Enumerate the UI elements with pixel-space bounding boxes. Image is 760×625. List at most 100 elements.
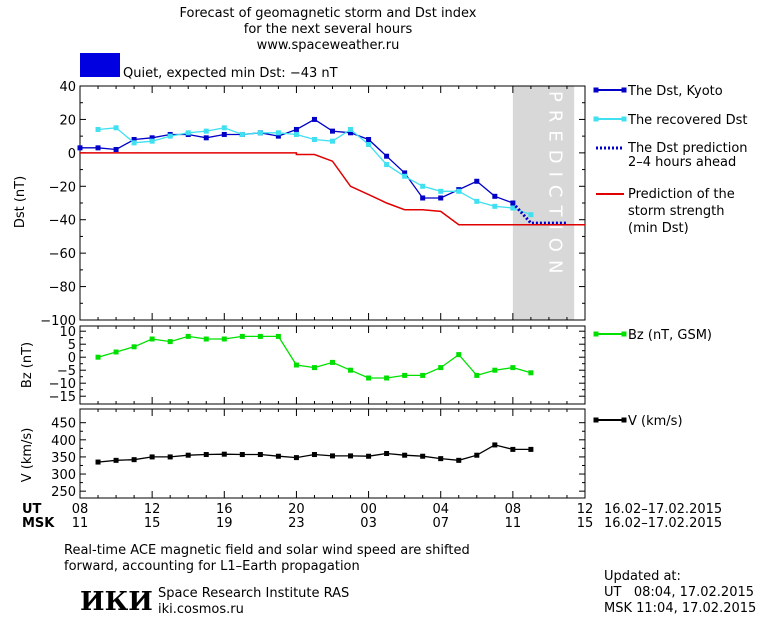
y-tick-label: 400	[51, 434, 76, 449]
ut-tick-label: 12	[577, 502, 594, 517]
ut-date-range: 16.02–17.02.2015	[604, 502, 722, 517]
msk-tick-label: 11	[505, 516, 522, 531]
data-point	[492, 442, 498, 448]
data-point	[474, 198, 480, 204]
data-point	[420, 453, 426, 459]
status-text: Quiet, expected min Dst: −43 nT	[123, 66, 338, 81]
data-point	[330, 138, 335, 144]
data-point	[149, 336, 155, 342]
data-point	[420, 372, 426, 378]
chart-subtitle: for the next several hours	[244, 22, 413, 37]
data-point	[113, 125, 119, 131]
panel-frame	[79, 325, 586, 405]
data-point	[492, 203, 498, 209]
data-point	[113, 457, 119, 463]
ut-tick-label: 12	[144, 502, 161, 517]
data-point	[330, 128, 335, 134]
data-point	[456, 457, 462, 463]
data-point	[348, 130, 354, 136]
data-point	[311, 452, 317, 458]
data-point	[474, 372, 480, 378]
footer-note-1: Real-time ACE magnetic field and solar w…	[64, 543, 470, 558]
y-tick-label: 40	[59, 80, 76, 95]
data-point	[438, 195, 444, 201]
legend-prediction-2: 2–4 hours ahead	[628, 155, 736, 170]
data-point	[203, 452, 209, 458]
data-point	[149, 135, 155, 141]
series-line	[97, 335, 532, 379]
data-point	[492, 367, 498, 373]
legend-marker	[621, 116, 627, 122]
data-point	[185, 333, 191, 339]
data-point	[528, 212, 534, 218]
legend-recovered: The recovered Dst	[627, 113, 747, 128]
ut-tick-label: 08	[505, 502, 522, 517]
data-point	[438, 456, 444, 462]
data-point	[167, 339, 173, 345]
y-tick-label: 0	[68, 351, 76, 366]
data-point	[420, 183, 426, 189]
data-point	[113, 147, 119, 153]
data-point	[384, 451, 390, 456]
y-tick-label: 0	[68, 147, 76, 162]
prediction-band	[512, 86, 575, 320]
data-point	[330, 359, 335, 365]
data-point	[221, 131, 227, 137]
bz-axis-label: Bz (nT)	[20, 342, 35, 388]
data-point	[131, 457, 137, 463]
site-url: www.spaceweather.ru	[257, 38, 400, 53]
institute-url[interactable]: iki.cosmos.ru	[158, 602, 244, 617]
y-tick-label: 300	[51, 468, 76, 483]
y-tick-label: −5	[57, 364, 76, 379]
msk-tick-label: 03	[360, 516, 377, 531]
msk-tick-label: 07	[432, 516, 449, 531]
y-tick-label: 10	[59, 325, 76, 340]
legend-storm-3: (min Dst)	[628, 221, 689, 236]
updated-label: Updated at:	[604, 569, 681, 584]
data-point	[203, 135, 209, 141]
data-point	[402, 452, 408, 458]
legend-marker	[593, 87, 599, 93]
data-point	[239, 131, 245, 137]
data-point	[95, 354, 101, 360]
data-point	[95, 126, 101, 132]
data-point	[311, 116, 317, 122]
data-point	[221, 451, 227, 457]
data-point	[420, 195, 426, 201]
legend-marker	[593, 116, 599, 122]
data-point	[510, 365, 516, 371]
legend-marker	[621, 87, 627, 93]
data-point	[95, 459, 101, 465]
y-tick-label: 450	[51, 417, 76, 432]
ut-label: UT	[22, 502, 42, 517]
data-point	[510, 205, 516, 211]
legend-storm-2: storm strength	[628, 204, 725, 219]
ut-tick-label: 04	[432, 502, 449, 517]
y-tick-label: −60	[49, 247, 76, 262]
data-point	[384, 153, 390, 159]
msk-date-range: 16.02–17.02.2015	[604, 516, 722, 531]
data-point	[293, 455, 299, 461]
data-point	[239, 452, 245, 458]
series-line	[511, 201, 567, 225]
y-tick-label: −15	[49, 390, 76, 405]
data-point	[366, 453, 372, 459]
ut-tick-label: 16	[216, 502, 233, 517]
dst-axis-label: Dst (nT)	[13, 176, 28, 228]
data-point	[275, 133, 281, 139]
prediction-label: PREDICTION	[545, 91, 566, 281]
data-point	[510, 200, 516, 206]
data-point	[438, 188, 444, 194]
data-point	[456, 352, 462, 358]
data-point	[95, 145, 101, 151]
legend-storm-1: Prediction of the	[628, 187, 735, 202]
data-point	[131, 136, 137, 142]
panel-frame	[79, 85, 586, 321]
data-point	[257, 452, 263, 458]
y-tick-label: 5	[68, 338, 76, 353]
data-point	[275, 130, 281, 136]
updated-msk: MSK 11:04, 17.02.2015	[604, 601, 756, 616]
data-point	[474, 452, 480, 458]
data-point	[185, 130, 191, 136]
